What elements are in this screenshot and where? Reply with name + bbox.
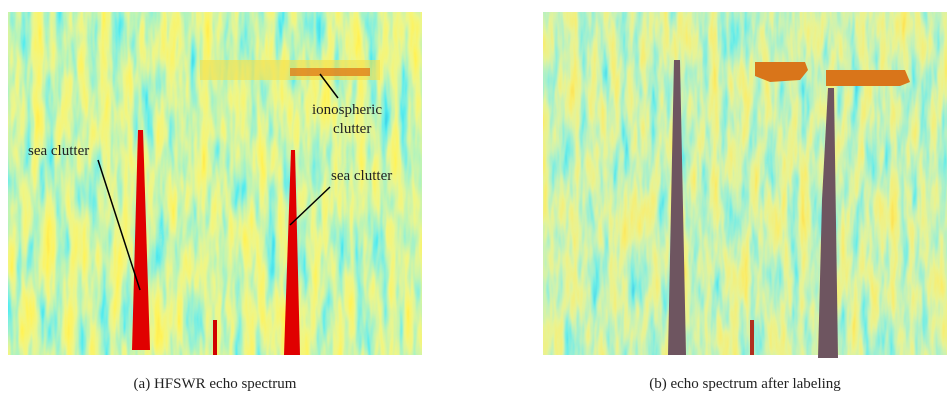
panel-b: (b) echo spectrum after labeling <box>543 12 947 392</box>
echo-spectrum <box>543 12 947 355</box>
streak <box>750 320 754 355</box>
caption: (b) echo spectrum after labeling <box>649 376 841 392</box>
annotation: sea clutter <box>28 143 89 159</box>
annotation: ionospheric <box>312 102 382 118</box>
annotation-line <box>289 186 331 226</box>
label-ionospheric <box>755 62 808 82</box>
sea-clutter-streak <box>132 130 150 350</box>
annotation-line <box>319 73 339 99</box>
streak <box>213 320 217 355</box>
caption: (a) HFSWR echo spectrum <box>134 376 297 392</box>
label-sea-clutter <box>818 88 838 358</box>
panel-a: ionospheric clutter sea clutter sea clut… <box>8 12 422 392</box>
annotation: sea clutter <box>331 168 392 184</box>
sea-clutter-streak <box>284 150 300 355</box>
label-sea-clutter <box>668 60 686 355</box>
annotation: clutter <box>333 121 371 137</box>
label-ionospheric <box>826 70 910 86</box>
annotation-line <box>97 159 141 291</box>
ionospheric-core <box>290 68 370 76</box>
